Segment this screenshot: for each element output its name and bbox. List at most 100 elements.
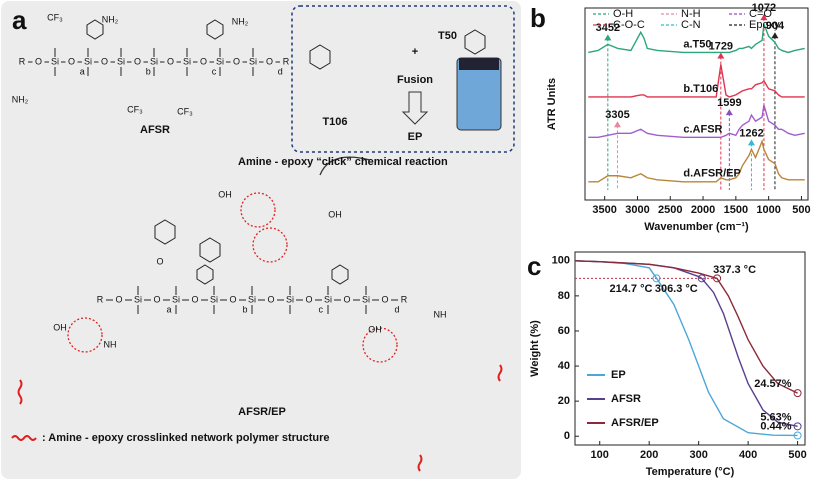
atom-label: O: [153, 294, 160, 304]
panel-label: c: [527, 251, 541, 281]
group-label: O: [156, 256, 163, 266]
atom-label: O: [35, 56, 42, 66]
reaction-label: Amine - epoxy “click” chemical reaction: [238, 156, 448, 168]
group-label: NH₂: [232, 16, 249, 26]
legend-label: AFSR: [611, 393, 641, 405]
x-axis-label: Wavenumber (cm⁻¹): [644, 221, 749, 233]
group-label: NH₂: [12, 94, 29, 104]
atom-label: R: [283, 56, 290, 66]
subscript: a: [80, 66, 85, 76]
series-line: [588, 23, 805, 54]
atom-label: Si: [172, 294, 180, 304]
group-label: NH: [104, 339, 117, 349]
series-label: a.T50: [683, 38, 711, 50]
peak-marker: [760, 14, 768, 21]
subscript: c: [319, 304, 324, 314]
annotation-marker: [793, 389, 802, 398]
atom-label: Si: [210, 294, 218, 304]
peak-label: 3452: [596, 22, 620, 34]
atom-label: Si: [150, 56, 158, 66]
group-label: OH: [53, 322, 67, 332]
arrow-down: [401, 91, 429, 125]
x-tick-label: 500: [792, 204, 810, 216]
peak-marker: [747, 139, 755, 146]
peak-label: 1072: [752, 2, 776, 14]
atom-label: O: [200, 56, 207, 66]
rings: [86, 19, 486, 285]
peak-label: 904: [766, 20, 785, 32]
reaction-sites: [67, 192, 398, 363]
x-tick-label: 200: [640, 449, 658, 461]
y-axis-label: ATR Units: [546, 78, 558, 130]
annotation-marker: [713, 274, 722, 283]
series-line: [588, 104, 805, 139]
x-tick-label: 1500: [724, 204, 748, 216]
atom-label: Si: [249, 56, 257, 66]
fusion-label: Fusion: [397, 74, 433, 86]
atom-label: O: [115, 294, 122, 304]
x-tick-label: 2000: [691, 204, 715, 216]
series-line: [588, 64, 805, 98]
ep-label: EP: [408, 131, 423, 143]
atom-label: O: [191, 294, 198, 304]
t50-label: T50: [438, 30, 457, 42]
subscript: b: [146, 66, 151, 76]
atom-label: Si: [134, 294, 142, 304]
monomer-box: [291, 5, 515, 153]
plus: +: [412, 46, 418, 58]
atom-label: Si: [216, 56, 224, 66]
legend-label: C-N: [681, 19, 701, 31]
annotation-label: 5.63%: [760, 411, 791, 423]
subscript: d: [395, 304, 400, 314]
subscript: c: [212, 66, 217, 76]
annotation-marker: [793, 431, 802, 440]
atom-label: Si: [84, 56, 92, 66]
wavy-legend: [11, 435, 37, 441]
atom-label: Si: [286, 294, 294, 304]
atom-label: Si: [51, 56, 59, 66]
y-tick-label: 20: [558, 395, 570, 407]
atom-label: Si: [183, 56, 191, 66]
x-tick-label: 3500: [592, 204, 616, 216]
atom-label: R: [401, 294, 408, 304]
wavy-ends: [17, 364, 503, 472]
peak-marker: [725, 109, 733, 116]
legend-label: EP: [611, 369, 626, 381]
legend-label: Epoxy: [749, 19, 780, 31]
annotation-marker: [793, 422, 802, 431]
group-label: OH: [218, 189, 232, 199]
peak-marker: [771, 32, 779, 39]
atom-label: O: [101, 56, 108, 66]
x-tick-label: 400: [739, 449, 757, 461]
legend-label: C=O: [749, 8, 772, 20]
atom-label: O: [233, 56, 240, 66]
atom-label: Si: [324, 294, 332, 304]
legend-label: C-O-C: [613, 19, 645, 31]
reaction-arrow: [319, 156, 371, 176]
group-label: CF₃: [47, 12, 63, 22]
plot-frame: [584, 7, 809, 201]
vial-cap: [459, 58, 499, 70]
atom-label: Si: [248, 294, 256, 304]
legend-text: : Amine - epoxy crosslinked network poly…: [42, 432, 330, 444]
atom-label: Si: [362, 294, 370, 304]
group-label: CF₃: [127, 104, 143, 114]
peak-marker: [717, 52, 725, 59]
atom-label: R: [19, 56, 26, 66]
x-tick-label: 1000: [756, 204, 780, 216]
group-label: CF₃: [177, 106, 193, 116]
atom-label: O: [343, 294, 350, 304]
y-tick-label: 100: [552, 255, 570, 267]
legend-label: AFSR/EP: [611, 417, 659, 429]
y-tick-label: 0: [564, 430, 570, 442]
atom-label: R: [97, 294, 104, 304]
annotation-marker: [652, 274, 661, 283]
y-tick-label: 80: [558, 290, 570, 302]
x-tick-label: 2500: [658, 204, 682, 216]
series-line: [574, 260, 798, 394]
annotation-marker: [697, 274, 706, 283]
legend-label: N-H: [681, 8, 701, 20]
group-label: NH: [434, 309, 447, 319]
atom-label: O: [68, 56, 75, 66]
